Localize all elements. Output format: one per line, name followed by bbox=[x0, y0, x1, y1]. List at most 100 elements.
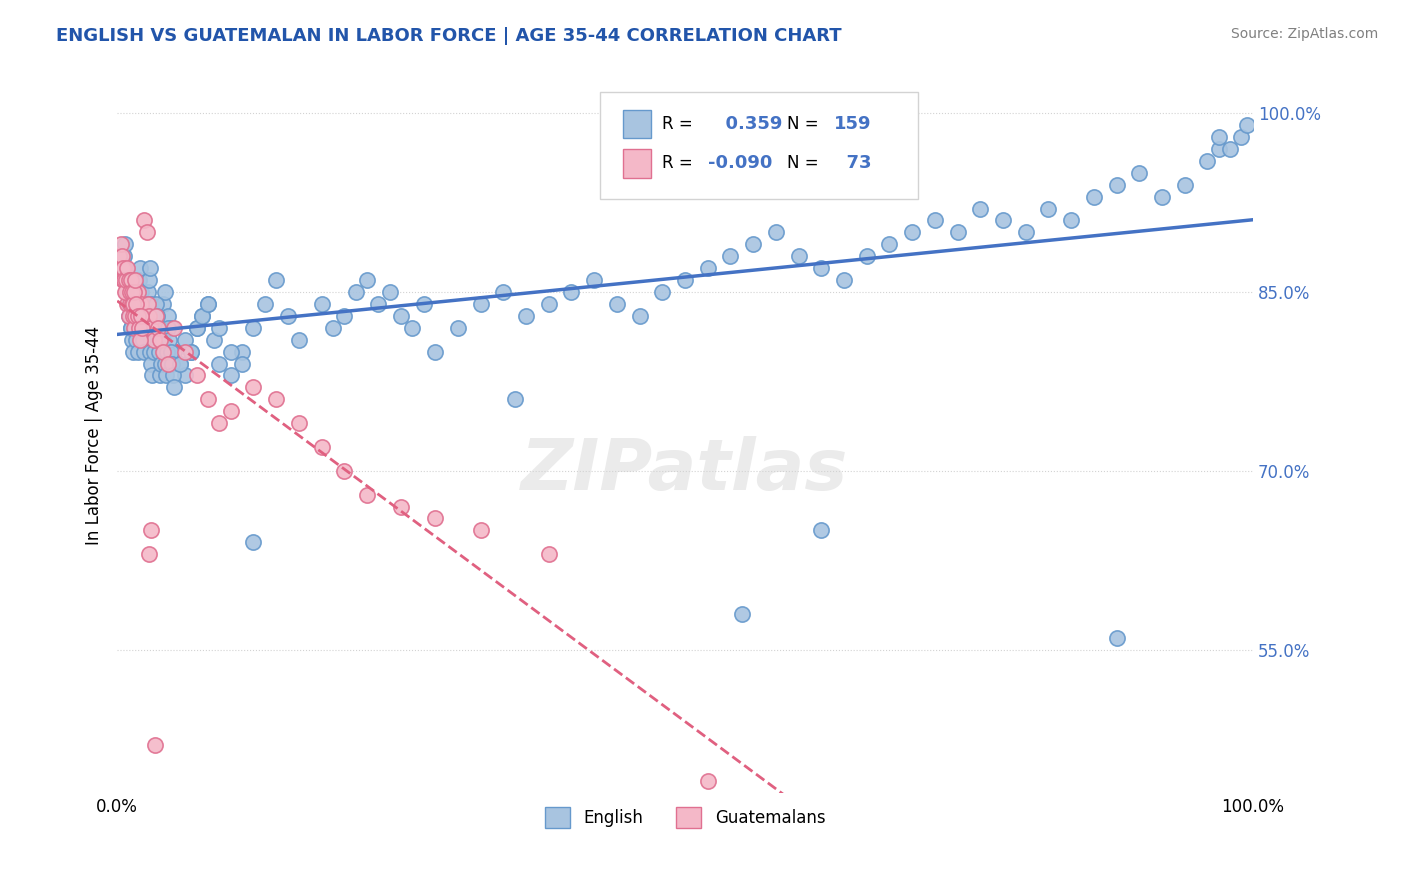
Point bbox=[322, 320, 344, 334]
Point bbox=[124, 273, 146, 287]
Point bbox=[219, 404, 242, 418]
Point bbox=[152, 297, 174, 311]
Point bbox=[135, 297, 157, 311]
Point bbox=[118, 309, 141, 323]
Point bbox=[115, 273, 138, 287]
Point bbox=[163, 344, 186, 359]
Point bbox=[150, 357, 173, 371]
Text: 159: 159 bbox=[834, 115, 872, 133]
Point bbox=[810, 261, 832, 276]
Point bbox=[129, 309, 152, 323]
Point bbox=[121, 285, 143, 299]
Point bbox=[288, 416, 311, 430]
Point bbox=[135, 320, 157, 334]
Point bbox=[155, 368, 177, 383]
Point bbox=[503, 392, 526, 407]
Point bbox=[124, 309, 146, 323]
Point bbox=[129, 297, 152, 311]
Point bbox=[159, 333, 181, 347]
Point bbox=[1230, 130, 1253, 145]
Text: N =: N = bbox=[787, 115, 824, 133]
Point bbox=[117, 297, 139, 311]
Point bbox=[121, 333, 143, 347]
Point bbox=[131, 320, 153, 334]
Point bbox=[277, 309, 299, 323]
Point bbox=[583, 273, 606, 287]
Point bbox=[401, 320, 423, 334]
Point bbox=[122, 297, 145, 311]
Point bbox=[108, 249, 131, 263]
Point bbox=[132, 320, 155, 334]
Point bbox=[124, 320, 146, 334]
Point bbox=[412, 297, 434, 311]
Point bbox=[143, 320, 166, 334]
Point bbox=[135, 309, 157, 323]
Point bbox=[447, 320, 470, 334]
Point bbox=[288, 333, 311, 347]
Point bbox=[131, 309, 153, 323]
Point bbox=[118, 297, 141, 311]
Point bbox=[117, 309, 139, 323]
Point bbox=[163, 380, 186, 394]
Point bbox=[169, 357, 191, 371]
Point bbox=[145, 344, 167, 359]
Point bbox=[122, 344, 145, 359]
Point bbox=[127, 309, 149, 323]
Point bbox=[135, 226, 157, 240]
Point bbox=[138, 309, 160, 323]
Point bbox=[425, 344, 447, 359]
Point bbox=[191, 309, 214, 323]
Point bbox=[120, 273, 142, 287]
Point bbox=[208, 416, 231, 430]
Point bbox=[628, 309, 651, 323]
Point bbox=[135, 309, 157, 323]
Point bbox=[832, 273, 855, 287]
Point bbox=[924, 213, 946, 227]
Point bbox=[1105, 178, 1128, 192]
Point bbox=[127, 285, 149, 299]
Point bbox=[1128, 166, 1150, 180]
Point bbox=[122, 285, 145, 299]
Point bbox=[901, 226, 924, 240]
Text: 0.359: 0.359 bbox=[713, 115, 783, 133]
Point bbox=[174, 368, 197, 383]
Bar bbox=[623, 149, 651, 178]
Point bbox=[131, 320, 153, 334]
Point bbox=[197, 297, 219, 311]
Point bbox=[136, 285, 159, 299]
Point bbox=[180, 344, 202, 359]
Point bbox=[333, 464, 356, 478]
Point bbox=[242, 320, 264, 334]
Point bbox=[242, 535, 264, 549]
Point bbox=[124, 309, 146, 323]
Point bbox=[163, 320, 186, 334]
Legend: English, Guatemalans: English, Guatemalans bbox=[538, 801, 832, 834]
Point bbox=[125, 297, 148, 311]
Point bbox=[1060, 213, 1083, 227]
Point bbox=[537, 297, 560, 311]
Point bbox=[141, 297, 163, 311]
Point bbox=[129, 285, 152, 299]
Point bbox=[1208, 130, 1230, 145]
Point bbox=[117, 285, 139, 299]
Point bbox=[174, 344, 197, 359]
Point bbox=[117, 261, 139, 276]
Point bbox=[344, 285, 367, 299]
Point bbox=[120, 285, 142, 299]
Point bbox=[264, 392, 287, 407]
Point bbox=[146, 309, 169, 323]
Point bbox=[146, 320, 169, 334]
Point bbox=[742, 237, 765, 252]
Point bbox=[425, 511, 447, 525]
Point bbox=[129, 309, 152, 323]
Point bbox=[149, 368, 172, 383]
Point bbox=[765, 226, 787, 240]
Point bbox=[311, 440, 333, 454]
Text: 73: 73 bbox=[834, 154, 872, 172]
Point bbox=[121, 297, 143, 311]
Point bbox=[1236, 118, 1258, 132]
Point bbox=[470, 524, 492, 538]
Point bbox=[537, 547, 560, 561]
Point bbox=[128, 273, 150, 287]
Point bbox=[143, 738, 166, 752]
